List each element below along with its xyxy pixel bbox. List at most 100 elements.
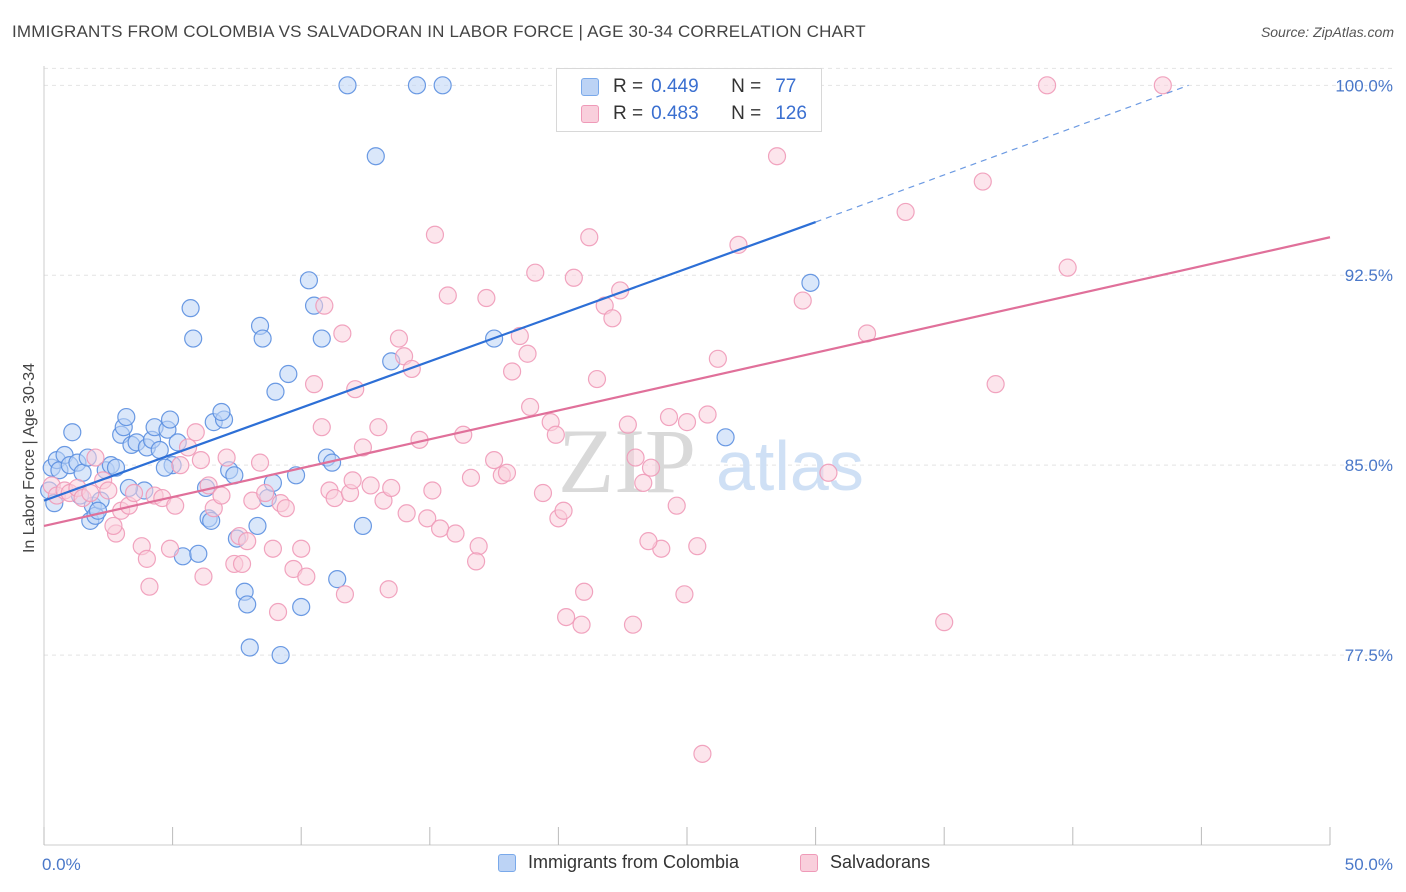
salvadoran-point [461,468,481,487]
salvadoran-point [693,744,712,763]
legend-row-salvadoran: R = 0.483 N = 126 [581,100,807,128]
colombia-point [88,501,108,520]
salvadoran-point [312,418,331,437]
series-legend-label: Salvadorans [830,852,931,872]
legend-r-label: R = [613,76,644,97]
colombia-trend-extension [815,84,1189,223]
salvadoran-point [1037,76,1057,95]
colombia-point [189,544,208,563]
salvadoran-point [603,309,622,328]
salvadoran-point [232,554,252,574]
watermark-atlas: atlas [716,427,864,505]
salvadoran-point [698,405,717,424]
salvadoran-point [446,524,465,543]
salvadoran-point [510,326,529,346]
salvadoran-point [212,486,231,505]
colombia-point [366,147,385,166]
colombia-point [299,271,319,290]
x-tick-label: 50.0% [1345,855,1393,874]
salvadoran-point [389,329,409,348]
salvadoran-point [767,147,787,166]
salvadoran-point [438,286,457,305]
colombia-point [160,410,180,429]
salvadoran-point [623,615,643,634]
salvadoran-point [292,539,311,558]
salvadoran-point [297,567,316,586]
salvadoran-point [469,537,488,556]
salvadoran-point [503,362,522,381]
colombia-point [328,570,347,589]
salvadoran-point [896,202,915,222]
colombia-point [271,645,290,665]
salvadoran-point [986,375,1005,394]
salvadoran-point [425,225,445,244]
colombia-point [63,423,82,442]
salvadoran-point [454,425,473,444]
series-legend: Immigrants from Colombia Salvadorans [0,852,1406,876]
salvadoran-point [86,448,105,467]
salvadoran-point [137,549,156,568]
y-tick-label: 77.5% [1345,646,1393,665]
salvadoran-point [526,263,545,282]
salvadoran-point [587,369,607,389]
salvadoran-point [335,585,355,604]
salvadoran-point [688,537,707,556]
salvadoran-point [263,539,283,558]
colombia-point [238,595,257,614]
series-legend-label: Immigrants from Colombia [528,852,740,872]
salvadoran-point [497,463,517,482]
colombia-point [181,299,200,318]
axes [43,66,1331,846]
colombia-point [212,402,231,422]
salvadoran-point [521,397,540,417]
legend-swatch-colombia [581,78,599,96]
salvadoran-point [238,532,257,551]
salvadoran-point [518,344,537,363]
salvadoran-point [315,296,334,315]
salvadoran-point [160,539,180,558]
correlation-legend: R = 0.449 N = 77 R = 0.483 N = 126 [556,68,822,132]
salvadoran-point [171,456,190,475]
y-axis-label: In Labor Force | Age 30-34 [21,363,38,553]
salvadoran-point [186,423,205,442]
salvadoran-point [99,481,118,500]
colombia-point [184,329,203,348]
tick-labels: 100.0% 92.5% 85.0% 77.5% 0.0% 50.0% [42,76,1393,874]
colombia-point [353,516,373,536]
legend-n-value: 126 [775,103,807,124]
salvadoran-point [397,504,416,523]
salvadoran-point [793,291,812,310]
salvadoran-point [618,415,637,434]
salvadoran-point [325,488,344,508]
salvadoran-trend-line [43,236,1331,528]
salvadoran-point [554,501,573,520]
salvadoran-point [572,615,591,634]
legend-r-value: 0.483 [651,103,699,124]
salvadoran-point [369,418,388,437]
salvadoran-point [379,580,398,599]
salvadoran-point [418,509,437,528]
salvadoran-point [626,448,645,467]
salvadoran-point [675,585,694,604]
salvadoran-point [1058,258,1077,277]
colombia-point [117,407,136,427]
salvadoran-point [104,516,123,536]
salvadoran-point [304,375,324,394]
watermark: ZIP atlas [558,410,864,512]
salvadoran-point [423,481,442,500]
salvadoran-point [256,483,275,503]
data-points [40,76,1172,763]
salvadoran-point [677,413,697,432]
colombia-point [73,463,92,482]
salvadoran-point [194,567,213,586]
legend-r-value: 0.449 [651,76,699,97]
chart-title: IMMIGRANTS FROM COLOMBIA VS SALVADORAN I… [12,22,866,41]
salvadoran-point [546,425,565,444]
y-tick-label: 100.0% [1335,76,1393,95]
salvadoran-point [564,268,583,287]
salvadoran-point [575,582,594,601]
salvadoran-point [361,476,380,495]
colombia-point [801,273,820,292]
salvadoran-point [477,288,496,308]
